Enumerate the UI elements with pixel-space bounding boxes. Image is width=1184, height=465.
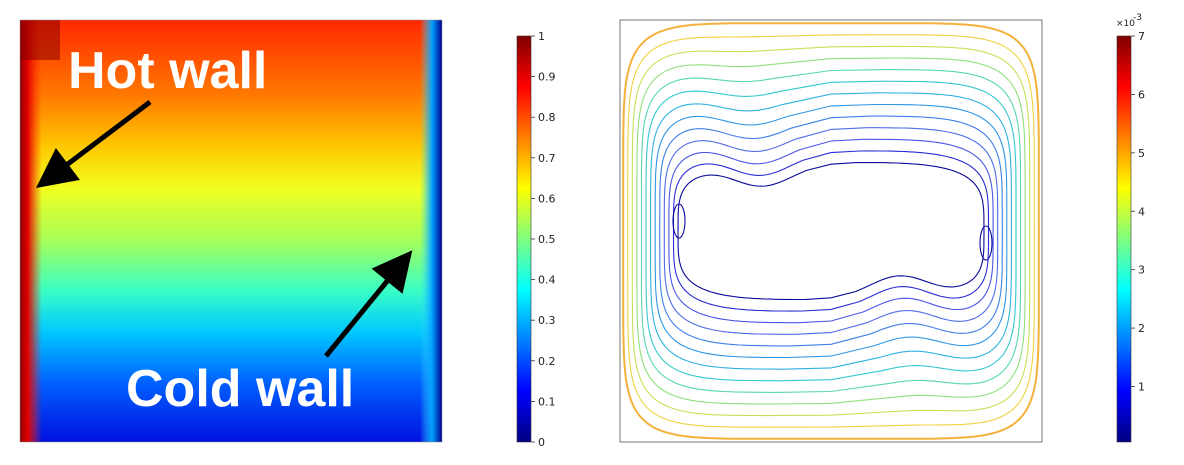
streamline-colorbar: ×10 -3 1 2 3 4 5 6 7 <box>1116 13 1145 443</box>
streamline-contour <box>650 92 1012 370</box>
streamline-colorbar-tick-label: 7 <box>1138 30 1145 43</box>
cold-wall-boundary-layer <box>420 20 442 442</box>
streamline-contour <box>622 22 1040 440</box>
temperature-colorbar-tick-label: 0 <box>538 436 545 449</box>
streamline-contour <box>663 127 999 335</box>
colorbar-exponent-power: -3 <box>1133 13 1142 23</box>
streamline-contour <box>627 34 1035 428</box>
streamline-plot <box>619 19 1043 443</box>
streamline-contour <box>677 161 985 301</box>
streamline-frame <box>619 19 1043 443</box>
hot-wall-boundary-layer <box>20 20 42 442</box>
temperature-colorbar-tick-label: 1 <box>538 30 545 43</box>
streamline-contour <box>654 103 1008 359</box>
streamline-colorbar-gradient <box>1116 35 1132 443</box>
temperature-colorbar-tick-label: 0.3 <box>538 314 556 327</box>
temperature-colorbar-tick-label: 0.6 <box>538 192 556 205</box>
vortex-core-contour <box>672 203 686 239</box>
vortex-core-contour <box>979 225 993 261</box>
streamline-contour <box>640 69 1022 393</box>
hot-corner-shade <box>20 20 60 60</box>
temperature-colorbar-tick-label: 0.1 <box>538 395 556 408</box>
temperature-field <box>20 20 442 442</box>
colorbar-exponent-base: ×10 <box>1116 19 1135 29</box>
streamline-colorbar-tick-label: 2 <box>1138 322 1145 335</box>
streamline-contour <box>668 138 994 324</box>
hot-wall-label: Hot wall <box>68 42 267 100</box>
temperature-colorbar-gradient <box>516 35 532 443</box>
streamline-colorbar-tick-label: 3 <box>1138 264 1145 277</box>
streamline-colorbar-tick-label: 6 <box>1138 88 1145 101</box>
temperature-colorbar-tick-label: 0.2 <box>538 355 556 368</box>
streamline-colorbar-tick-label: 1 <box>1138 381 1145 394</box>
temperature-colorbar-tick-label: 0.7 <box>538 152 556 165</box>
streamline-contour <box>659 115 1003 347</box>
temperature-colorbar-tick-label: 0.5 <box>538 233 556 246</box>
temperature-colorbar-tick-label: 0.8 <box>538 111 556 124</box>
hot-wall-arrow <box>36 100 152 189</box>
streamline-contour <box>636 57 1026 405</box>
streamline-colorbar-tick-label: 5 <box>1138 147 1145 160</box>
temperature-colorbar-tick-label: 0.9 <box>538 71 556 84</box>
streamline-contour <box>672 150 990 312</box>
cold-wall-label: Cold wall <box>126 360 354 418</box>
temperature-field-plot <box>20 20 442 442</box>
cold-wall-arrow <box>324 250 413 358</box>
temperature-colorbar: 0 0.1 0.2 0.3 0.4 0.5 0.6 0.7 0.8 0.9 1 <box>516 30 556 449</box>
temperature-colorbar-tick-label: 0.4 <box>538 274 556 287</box>
streamline-contour <box>645 80 1017 382</box>
streamline-colorbar-tick-label: 4 <box>1138 205 1145 218</box>
streamline-contour <box>631 45 1031 417</box>
